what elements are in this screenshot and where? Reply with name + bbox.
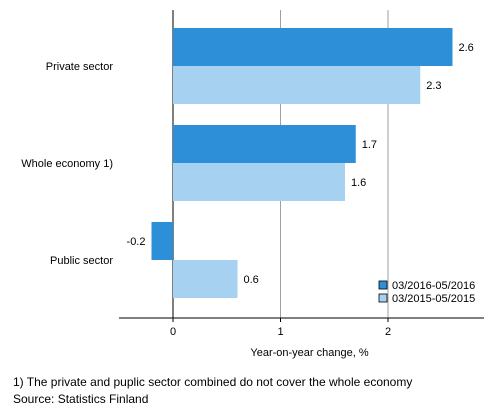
data-label: 2.6 [459,42,474,54]
category-label: Public sector [50,255,113,267]
bar [151,222,173,260]
x-axis-title: Year-on-year change, % [250,347,368,359]
category-label: Private sector [46,61,114,73]
source-note: Source: Statistics Finland [13,392,149,406]
bar [173,125,356,163]
bar [173,260,238,298]
bar [173,66,421,104]
x-tick-label: 2 [385,326,391,338]
data-label: 2.3 [426,80,441,92]
footnote: 1) The private and puplic sector combine… [13,375,413,389]
legend-swatch [378,280,388,290]
x-tick-label: 1 [277,326,283,338]
bar [173,163,345,201]
legend-swatch [378,293,388,303]
x-tick-label: 0 [170,326,176,338]
bar [173,28,453,66]
legend-label: 03/2015-05/2015 [392,293,475,305]
data-label: 0.6 [244,274,259,286]
category-label: Whole economy 1) [21,158,113,170]
data-label: 1.6 [351,177,366,189]
legend-label: 03/2016-05/2016 [392,280,475,292]
data-label: 1.7 [362,139,377,151]
bar-chart: 0 1 2 Private sector 2.6 2.3 Whole economy 1) 1… [21,10,484,359]
data-label: -0.2 [127,236,146,248]
